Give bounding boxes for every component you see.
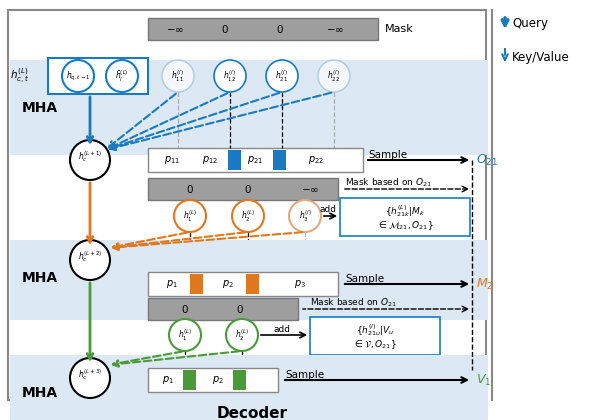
Text: $h_{c,t}^{(L)}$: $h_{c,t}^{(L)}$ [10,67,29,86]
Text: MHA: MHA [22,101,58,115]
Text: $h_1^{(L)}$: $h_1^{(L)}$ [183,208,197,224]
Text: $p_2$: $p_2$ [222,278,234,290]
Text: $\bar{h}_{l}^{(L)}$: $\bar{h}_{l}^{(L)}$ [115,68,129,84]
Text: $h_{21}^{(l)}$: $h_{21}^{(l)}$ [275,68,288,84]
Circle shape [62,60,94,92]
FancyBboxPatch shape [148,178,338,200]
FancyBboxPatch shape [8,10,486,400]
FancyBboxPatch shape [10,60,488,155]
Text: Key/Value: Key/Value [512,50,570,63]
Text: $\{h_{21k}^{(L)}|M_k$: $\{h_{21k}^{(L)}|M_k$ [385,203,425,219]
Text: $p_{21}$: $p_{21}$ [247,154,263,166]
Circle shape [266,60,298,92]
Circle shape [70,358,110,398]
FancyBboxPatch shape [228,150,241,170]
Text: Mask: Mask [385,24,414,34]
Text: $h_{22}^{(l)}$: $h_{22}^{(l)}$ [327,68,340,84]
Text: $p_1$: $p_1$ [166,278,178,290]
FancyBboxPatch shape [246,274,259,294]
Text: $h_c^{(L+3)}$: $h_c^{(L+3)}$ [78,368,102,383]
Text: $0$: $0$ [244,183,252,195]
Text: $h_2^{(L)}$: $h_2^{(L)}$ [235,327,249,343]
Text: $p_{11}$: $p_{11}$ [164,154,180,166]
Circle shape [169,319,201,351]
FancyBboxPatch shape [190,274,203,294]
Text: $M_2$: $M_2$ [476,276,493,291]
FancyBboxPatch shape [183,370,196,390]
Text: $V_1$: $V_1$ [476,373,491,388]
Text: $-\infty$: $-\infty$ [166,24,184,34]
Text: $p_3$: $p_3$ [294,278,306,290]
FancyBboxPatch shape [148,368,278,392]
Text: $p_{22}$: $p_{22}$ [308,154,324,166]
Text: Mask based on $O_{21}$: Mask based on $O_{21}$ [310,297,397,309]
FancyBboxPatch shape [48,58,148,94]
Circle shape [289,200,321,232]
FancyBboxPatch shape [148,18,378,40]
Text: $\{h_{21u}^{(l)}|V_u$: $\{h_{21u}^{(l)}|V_u$ [356,322,394,338]
Text: add: add [274,325,291,333]
FancyBboxPatch shape [10,240,488,320]
Text: $h_1^{(L)}$: $h_1^{(L)}$ [178,327,192,343]
Text: Sample: Sample [285,370,324,380]
FancyBboxPatch shape [340,198,470,236]
Text: $h_c^{(L+1)}$: $h_c^{(L+1)}$ [78,150,102,165]
Text: $0$: $0$ [276,23,284,35]
FancyBboxPatch shape [148,148,363,172]
Text: $p_2$: $p_2$ [212,374,224,386]
Text: Mask based on $O_{21}$: Mask based on $O_{21}$ [345,177,431,189]
Text: Decoder: Decoder [217,407,288,420]
FancyBboxPatch shape [273,150,286,170]
Text: $0$: $0$ [186,183,194,195]
Text: $h_{11}^{(l)}$: $h_{11}^{(l)}$ [171,68,185,84]
Text: $-\infty$: $-\infty$ [301,184,319,194]
Text: $\in \mathcal{M}_{21}, O_{21}\}$: $\in \mathcal{M}_{21}, O_{21}\}$ [376,220,433,232]
Text: $p_1$: $p_1$ [162,374,174,386]
Text: add: add [319,205,337,215]
Circle shape [162,60,194,92]
Circle shape [214,60,246,92]
Text: $O_{21}$: $O_{21}$ [476,152,498,168]
Text: $\in \mathcal{V}, O_{21}\}$: $\in \mathcal{V}, O_{21}\}$ [353,339,397,352]
FancyBboxPatch shape [233,370,246,390]
Text: Sample: Sample [368,150,407,160]
FancyBboxPatch shape [148,272,338,296]
Text: $0$: $0$ [221,23,229,35]
Circle shape [70,240,110,280]
FancyBboxPatch shape [148,298,298,320]
Text: $h_{q,t-1}$: $h_{q,t-1}$ [65,69,90,83]
Circle shape [106,60,138,92]
FancyBboxPatch shape [10,355,488,420]
Text: MHA: MHA [22,386,58,400]
Text: Sample: Sample [345,274,384,284]
Text: Query: Query [512,18,548,31]
Circle shape [226,319,258,351]
Text: $h_3^{(l)}$: $h_3^{(l)}$ [299,208,312,224]
Text: $0$: $0$ [181,303,189,315]
Text: $-\infty$: $-\infty$ [326,24,344,34]
Text: $p_{12}$: $p_{12}$ [202,154,218,166]
Text: $h_c^{(L+2)}$: $h_c^{(L+2)}$ [78,249,102,265]
Text: MHA: MHA [22,271,58,285]
Text: $h_{12}^{(l)}$: $h_{12}^{(l)}$ [223,68,237,84]
Circle shape [174,200,206,232]
Circle shape [232,200,264,232]
Text: $0$: $0$ [236,303,244,315]
Text: $h_2^{(L)}$: $h_2^{(L)}$ [241,208,255,224]
Circle shape [70,140,110,180]
FancyBboxPatch shape [310,317,440,355]
Circle shape [318,60,350,92]
